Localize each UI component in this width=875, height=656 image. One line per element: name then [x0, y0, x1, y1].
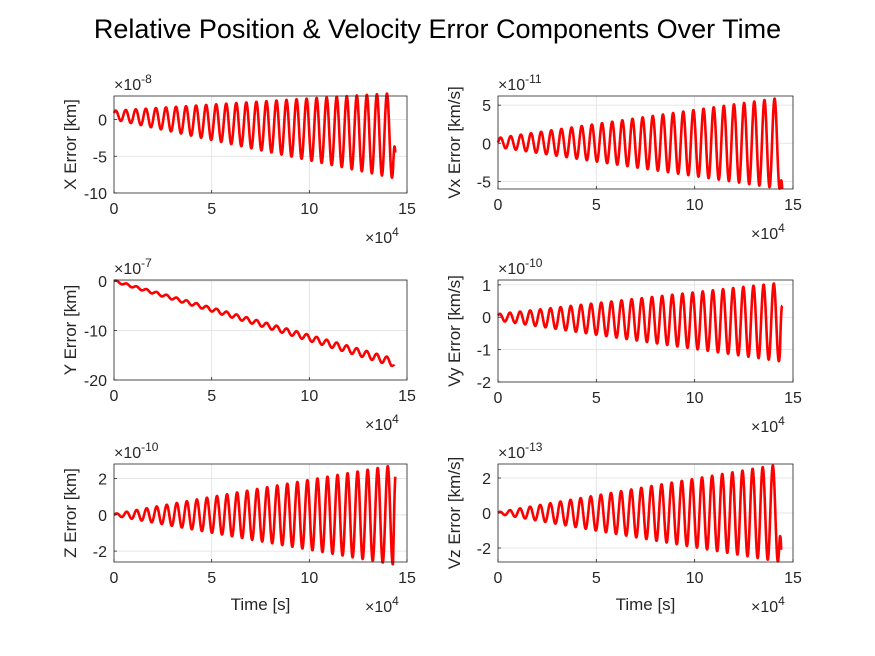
x-tick-label: 15 — [398, 570, 416, 587]
x-axis-label: Time [s] — [231, 595, 291, 614]
y-tick-label: -5 — [477, 174, 491, 191]
x-tick-label: 5 — [592, 197, 601, 214]
y-axis-exponent: ×10-7 — [114, 256, 152, 278]
x-tick-label: 5 — [207, 201, 216, 218]
y-tick-label: 1 — [482, 278, 491, 295]
series-line-vx-error — [496, 97, 784, 190]
axes-box — [113, 279, 408, 381]
x-tick-label: 0 — [494, 390, 503, 407]
x-axis-exponent: ×104 — [751, 594, 785, 616]
y-axis-label: X Error [km] — [61, 99, 80, 190]
y-axis-exponent: ×10-13 — [498, 440, 543, 462]
y-axis-exponent: ×10-11 — [498, 72, 542, 94]
x-axis-exponent: ×104 — [365, 594, 399, 616]
x-tick-label: 15 — [398, 201, 416, 218]
x-tick-label: 15 — [784, 197, 802, 214]
x-tick-label: 10 — [300, 201, 318, 218]
y-tick-label: -2 — [93, 544, 107, 561]
y-tick-label: 0 — [482, 506, 491, 523]
y-tick-label: -20 — [84, 373, 107, 390]
x-tick-label: 10 — [300, 570, 318, 587]
plot-area — [114, 280, 407, 380]
x-tick-label: 10 — [686, 197, 704, 214]
x-tick-label: 5 — [592, 570, 601, 587]
series-line-z-error — [112, 464, 397, 566]
series-line-x-error — [112, 92, 397, 179]
subplot-x-error: 0 5 10 15 -10 -5 0 ×10-8 ×104 X Error [km] — [61, 72, 416, 247]
y-axis-label: Vz Error [km/s] — [445, 457, 464, 569]
y-axis-label: Y Error [km] — [61, 285, 80, 375]
x-tick-label: 0 — [494, 197, 503, 214]
x-tick-label: 5 — [592, 390, 601, 407]
subplot-vy-error: 0 5 10 15 -2 -1 0 1 ×10-10 ×104 Vy Error [km/s] — [445, 256, 802, 436]
y-tick-label: 2 — [482, 471, 491, 488]
y-tick-label: -1 — [477, 343, 491, 360]
subplot-y-error: 0 5 10 15 -20 -10 0 ×10-7 ×104 Y Error [km] — [61, 256, 416, 434]
series-line-y-error — [112, 279, 396, 368]
y-axis-label: Vx Error [km/s] — [445, 86, 464, 198]
y-axis-exponent: ×10-10 — [114, 440, 159, 462]
y-tick-label: 0 — [98, 508, 107, 525]
figure-title: Relative Position & Velocity Error Compo… — [93, 14, 782, 44]
x-axis-label: Time [s] — [616, 595, 676, 614]
axes-box — [497, 95, 794, 190]
y-axis-exponent: ×10-10 — [498, 256, 543, 278]
x-tick-label: 0 — [494, 570, 503, 587]
x-tick-label: 15 — [784, 390, 802, 407]
y-tick-label: 0 — [98, 274, 107, 291]
x-axis-exponent: ×104 — [751, 221, 785, 243]
x-tick-label: 0 — [110, 388, 119, 405]
y-tick-label: 0 — [98, 113, 107, 130]
y-tick-label: -2 — [477, 375, 491, 392]
y-tick-label: -2 — [477, 541, 491, 558]
x-tick-label: 0 — [110, 570, 119, 587]
x-tick-label: 5 — [207, 388, 216, 405]
x-tick-label: 15 — [398, 388, 416, 405]
x-tick-label: 5 — [207, 570, 216, 587]
series-line-vz-error — [496, 464, 783, 563]
series-line-vy-error — [496, 282, 784, 363]
y-axis-label: Z Error [km] — [61, 468, 80, 558]
x-axis-exponent: ×104 — [365, 412, 399, 434]
y-tick-label: 2 — [98, 472, 107, 489]
y-tick-label: 5 — [482, 98, 491, 115]
x-tick-label: 15 — [784, 570, 802, 587]
y-tick-label: -5 — [93, 149, 107, 166]
y-tick-label: 0 — [482, 136, 491, 153]
axes-box — [113, 463, 408, 563]
axes-box — [497, 279, 794, 383]
y-tick-label: -10 — [84, 323, 107, 340]
y-axis-label: Vy Error [km/s] — [445, 275, 464, 387]
y-axis-exponent: ×10-8 — [114, 72, 152, 94]
x-tick-label: 10 — [686, 390, 704, 407]
x-tick-label: 10 — [300, 388, 318, 405]
x-tick-label: 10 — [686, 570, 704, 587]
x-axis-exponent: ×104 — [751, 414, 785, 436]
y-tick-label: 0 — [482, 310, 491, 327]
x-tick-label: 0 — [110, 201, 119, 218]
x-axis-exponent: ×104 — [365, 225, 399, 247]
y-tick-label: -10 — [84, 186, 107, 203]
axes-box — [113, 95, 408, 194]
